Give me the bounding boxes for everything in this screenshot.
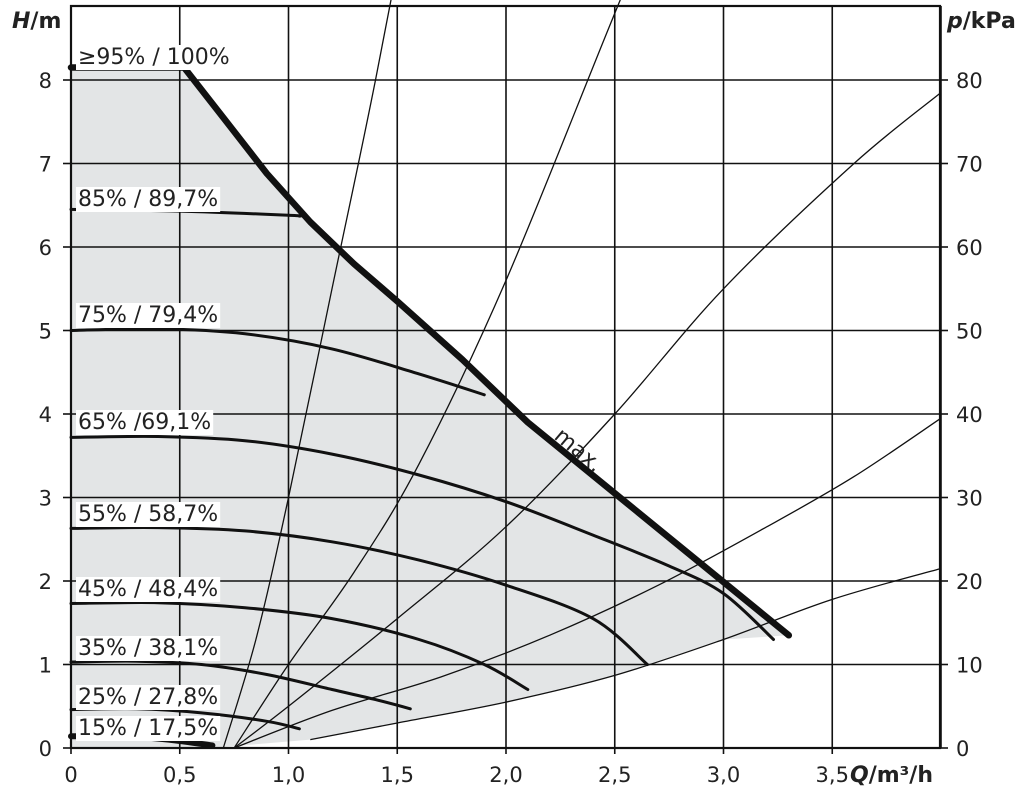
- y-right-tick-label: 10: [956, 654, 983, 678]
- speed-curve-label: 25% / 27,8%: [78, 685, 218, 710]
- y-right-tick-label: 20: [956, 570, 983, 594]
- y-left-axis-title: H/m: [12, 9, 61, 34]
- system-curve: [233, 0, 621, 749]
- x-tick-label: 2,5: [598, 763, 631, 787]
- speed-curve-label: ≥95% / 100%: [78, 45, 230, 70]
- x-tick-label: 1,0: [272, 763, 305, 787]
- y-right-tick-label: 50: [956, 320, 983, 344]
- system-curve: [233, 417, 942, 749]
- x-tick-label: 0: [64, 763, 77, 787]
- y-right-tick-label: 30: [956, 487, 983, 511]
- y-left-tick-label: 1: [39, 654, 52, 678]
- speed-curve-label-bg: [76, 187, 221, 212]
- speed-curve-label-bg: [76, 577, 221, 602]
- y-left-tick-label: 4: [39, 403, 52, 427]
- operating-area-fill: [71, 67, 789, 748]
- y-right-tick-label: 60: [956, 236, 983, 260]
- y-left-tick-label: 2: [39, 570, 52, 594]
- x-tick-label: 2,0: [489, 763, 522, 787]
- max-curve-line: [67, 64, 793, 639]
- x-axis-title: Q/m³/h: [850, 763, 933, 788]
- y-left-tick-label: 3: [39, 487, 52, 511]
- speed-curve-label-bg: [76, 45, 232, 70]
- x-tick-label: 3,5: [816, 763, 849, 787]
- speed-curve-label-bg: [76, 636, 221, 661]
- y-left-tick-label: 5: [39, 320, 52, 344]
- operating-area: [71, 67, 789, 748]
- system-curve: [233, 91, 942, 749]
- y-right-tick-label: 80: [956, 69, 983, 93]
- y-right-tick-label: 40: [956, 403, 983, 427]
- speed-curve-label-bg: [76, 685, 221, 710]
- speed-curve-label-bg: [76, 716, 221, 741]
- speed-curve-label: 55% / 58,7%: [78, 502, 218, 527]
- tick-labels: 0 0,5 1,0 1,5 2,0 2,5 3,0 3,5012345678010203040…: [39, 69, 983, 787]
- system-curve: [310, 567, 942, 741]
- speed-curve-label: 15% / 17,5%: [78, 716, 218, 741]
- x-tick-label: 1,5: [381, 763, 414, 787]
- speed-curve-label: 85% / 89,7%: [78, 187, 218, 212]
- speed-curve-label: 45% / 48,4%: [78, 577, 218, 602]
- speed-curve: [69, 659, 412, 711]
- y-right-tick-label: 70: [956, 153, 983, 177]
- speed-curve: [69, 601, 530, 691]
- speed-curve: [69, 327, 486, 397]
- speed-curve: [69, 434, 775, 641]
- speed-curve-label-bg: [76, 502, 221, 527]
- speed-curve-label-bg: [76, 410, 214, 435]
- y-right-axis-title: p/kPa: [946, 9, 1016, 34]
- speed-curve-label-bg: [76, 303, 221, 328]
- x-tick-label: 3,0: [707, 763, 740, 787]
- y-left-tick-label: 0: [39, 737, 52, 761]
- speed-curve-label: 75% / 79,4%: [78, 303, 218, 328]
- curve-labels: ≥95% / 100% 85% / 89,7% 75% / 79,4% 65% /69…: [76, 45, 607, 741]
- y-left-tick-label: 7: [39, 153, 52, 177]
- grid: [63, 4, 948, 754]
- x-tick-label: 0,5: [163, 763, 196, 787]
- y-right-tick-label: 0: [956, 737, 969, 761]
- y-left-tick-label: 8: [39, 69, 52, 93]
- max-curve: [67, 64, 793, 639]
- speed-curve-label: 35% / 38,1%: [78, 636, 218, 661]
- speed-curve-label: 65% /69,1%: [78, 410, 211, 435]
- speed-curve: [69, 525, 649, 666]
- y-left-tick-label: 6: [39, 236, 52, 260]
